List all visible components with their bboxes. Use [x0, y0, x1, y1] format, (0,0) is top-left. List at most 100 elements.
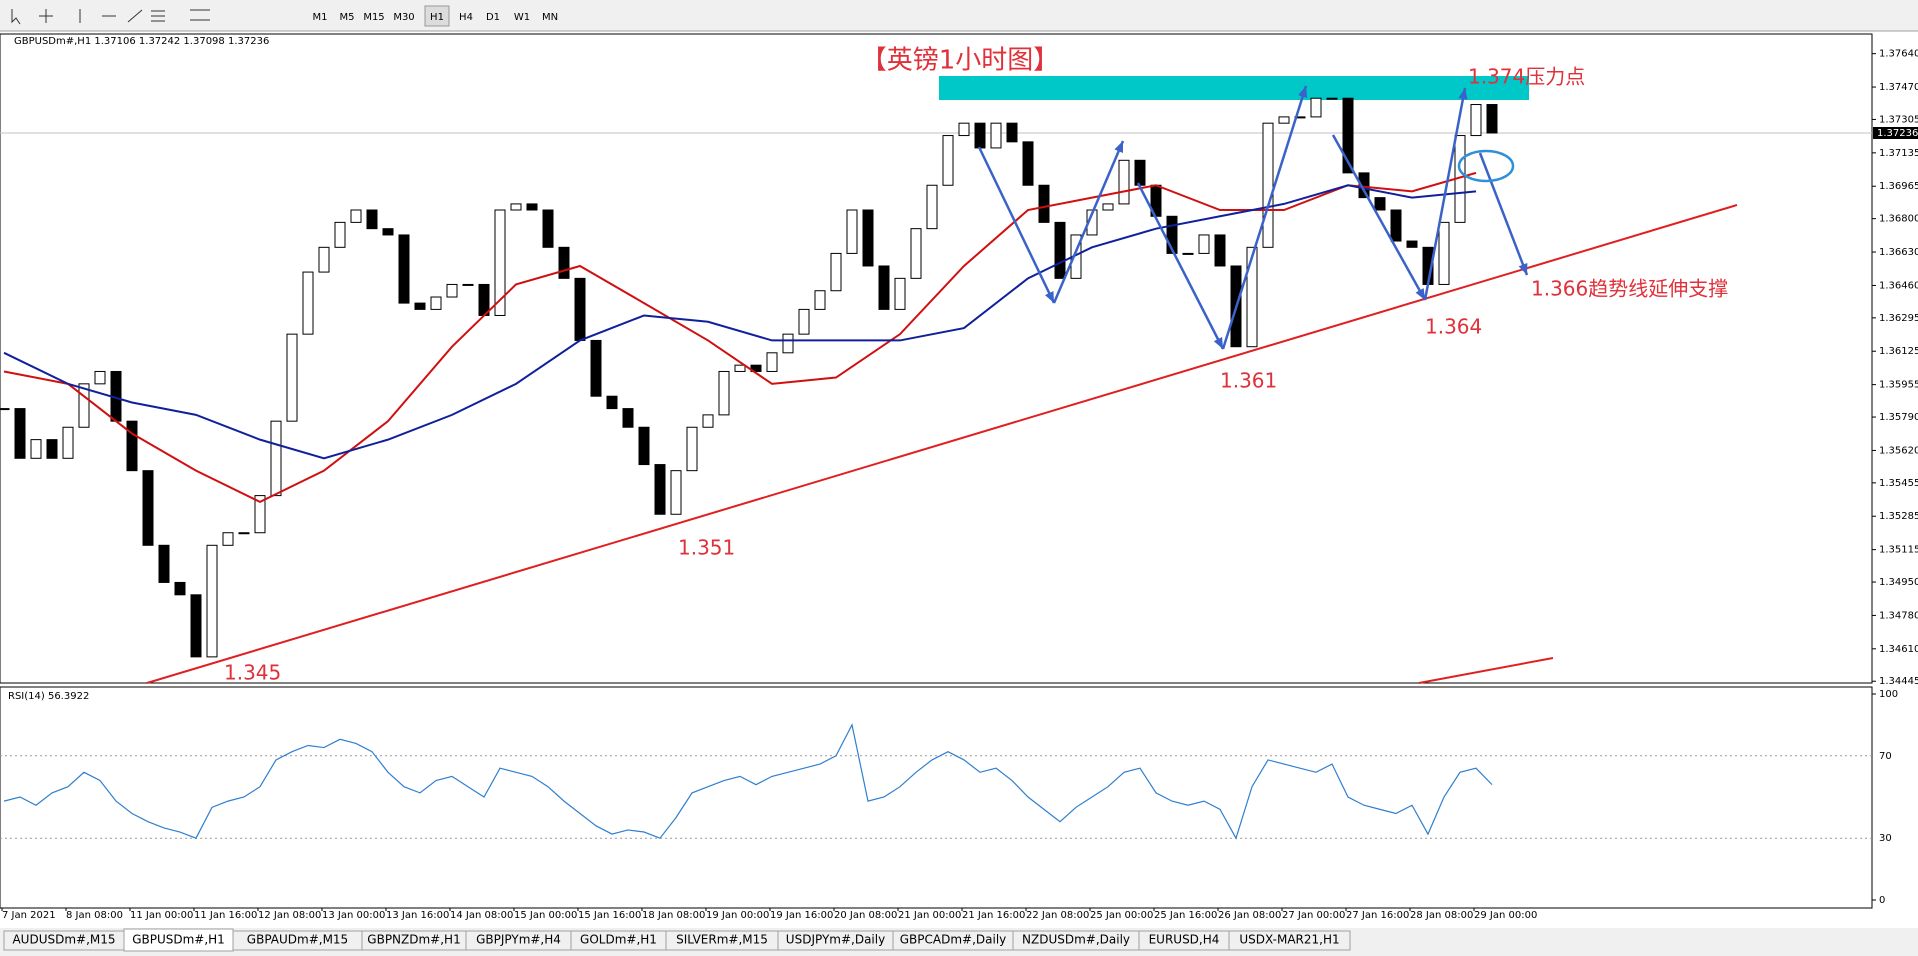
candle	[1182, 252, 1194, 255]
candle	[974, 122, 986, 149]
timeframe-button[interactable]: H4	[459, 12, 473, 23]
tab[interactable]	[1228, 930, 1351, 951]
candle	[1198, 234, 1210, 254]
price-panel	[0, 33, 1873, 684]
candle	[702, 414, 714, 428]
y-tick-label: 1.34610	[1879, 644, 1918, 655]
timeframe-button[interactable]: MN	[542, 12, 558, 23]
timeframe-button[interactable]: M5	[340, 12, 355, 23]
candle	[1406, 240, 1418, 248]
candle	[606, 395, 618, 410]
y-tick-label: 1.36800	[1879, 214, 1918, 225]
candle	[1326, 97, 1338, 100]
candle	[254, 495, 266, 534]
x-tick-label: 20 Jan 08:00	[834, 910, 897, 921]
arrow-head	[1213, 337, 1223, 349]
tab-label[interactable]: GOLDm#,H1	[580, 933, 657, 947]
tab-label[interactable]: GBPUSDm#,H1	[132, 933, 225, 947]
arrow-head	[1114, 141, 1123, 153]
candle	[718, 370, 730, 416]
cursor-icon[interactable]	[11, 9, 21, 25]
tab-label[interactable]: GBPCADm#,Daily	[900, 933, 1007, 947]
x-tick-label: 11 Jan 00:00	[130, 910, 193, 921]
candle	[830, 252, 842, 292]
x-tick-label: 21 Jan 16:00	[962, 910, 1025, 921]
candle	[1102, 203, 1114, 211]
x-tick-label: 29 Jan 00:00	[1474, 910, 1537, 921]
candle	[894, 277, 906, 310]
annotation: 1.374压力点	[1468, 65, 1585, 89]
tab-label[interactable]: EURUSD,H4	[1149, 933, 1220, 947]
arrow-head	[1518, 263, 1528, 275]
annotation: 1.351	[678, 536, 735, 560]
x-tick-label: 19 Jan 16:00	[770, 910, 833, 921]
crosshair-icon[interactable]	[39, 9, 53, 23]
arrow-line	[1478, 152, 1529, 276]
candle	[382, 228, 394, 236]
trend-line	[1418, 657, 1554, 684]
trend-line	[146, 204, 1738, 684]
tab-label[interactable]: USDX-MAR21,H1	[1239, 933, 1339, 947]
candle	[1438, 221, 1450, 285]
channel-icon[interactable]	[151, 10, 165, 22]
tab-label[interactable]: GBPNZDm#,H1	[367, 933, 460, 947]
arrow-head	[1298, 86, 1308, 98]
timeframe-button[interactable]: H1	[430, 12, 444, 23]
y-tick-label: 1.36460	[1879, 280, 1918, 291]
candle	[1390, 209, 1402, 242]
candle	[990, 122, 1002, 149]
tab-label[interactable]: GBPJPYm#,H4	[476, 933, 561, 947]
tab-label[interactable]: GBPAUDm#,M15	[247, 933, 348, 947]
candle	[638, 426, 650, 466]
candle	[1262, 122, 1274, 248]
candle	[1342, 97, 1354, 174]
candle	[926, 184, 938, 230]
timeframe-button[interactable]: D1	[486, 12, 500, 23]
timeframe-button[interactable]: M15	[363, 12, 384, 23]
tab-label[interactable]: USDJPYm#,Daily	[786, 933, 885, 947]
candle	[670, 470, 682, 515]
arrow-head	[1458, 88, 1468, 100]
candle	[1374, 197, 1386, 211]
current-price-label: 1.37236	[1877, 128, 1918, 139]
y-tick-label: 1.35285	[1879, 511, 1918, 522]
y-tick-label: 1.35455	[1879, 478, 1918, 489]
x-tick-label: 25 Jan 16:00	[1154, 910, 1217, 921]
x-tick-label: 11 Jan 16:00	[194, 910, 257, 921]
y-tick-label: 1.35790	[1879, 412, 1918, 423]
timeframe-button[interactable]: M30	[393, 12, 414, 23]
candle	[350, 209, 362, 223]
candle	[558, 246, 570, 279]
candle	[910, 228, 922, 279]
tab-label[interactable]: AUDUSDm#,M15	[12, 933, 115, 947]
rsi-panel	[0, 686, 1873, 909]
candle	[750, 364, 762, 372]
trendline-icon[interactable]	[127, 9, 143, 23]
arrow-line	[1221, 85, 1308, 350]
fibo-icon[interactable]	[190, 9, 210, 21]
candle	[446, 283, 458, 298]
candle	[1214, 234, 1226, 267]
y-tick-label: 1.35115	[1879, 545, 1918, 556]
y-tick-label: 1.34445	[1879, 676, 1918, 687]
candle	[1022, 141, 1034, 186]
x-tick-label: 13 Jan 16:00	[386, 910, 449, 921]
candle	[334, 221, 346, 248]
timeframe-button[interactable]: W1	[514, 12, 530, 23]
timeframe-button[interactable]: M1	[313, 12, 328, 23]
candle	[1246, 246, 1258, 348]
candle	[126, 420, 138, 472]
candle	[46, 439, 58, 459]
candle	[206, 544, 218, 658]
current-price-box	[1873, 127, 1918, 139]
x-tick-label: 15 Jan 00:00	[514, 910, 577, 921]
tab-label[interactable]: NZDUSDm#,Daily	[1022, 933, 1130, 947]
annotation: 1.345	[224, 661, 281, 685]
candle	[542, 209, 554, 248]
tab-label[interactable]: SILVERm#,M15	[676, 933, 768, 947]
arrow-head	[1415, 288, 1425, 300]
rsi-line	[3, 723, 1493, 840]
candle	[158, 544, 170, 583]
resistance-zone	[939, 76, 1529, 100]
